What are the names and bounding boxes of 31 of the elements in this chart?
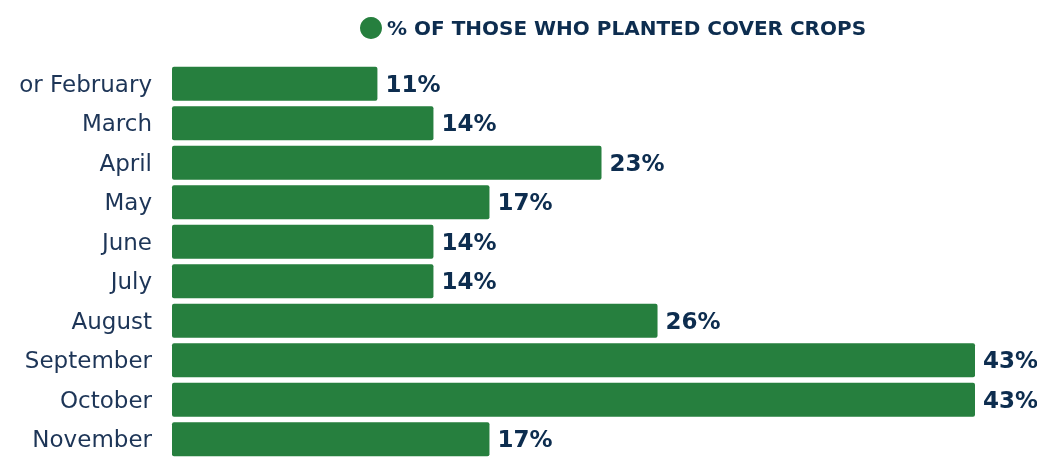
data-label: 26% <box>665 307 721 334</box>
y-tick-label: May <box>104 189 152 216</box>
bar <box>172 224 434 259</box>
data-label: 23% <box>609 149 665 176</box>
data-label: 14% <box>441 268 497 295</box>
bar <box>172 382 975 417</box>
legend-label: % OF THOSE WHO PLANTED COVER CROPS <box>387 16 867 40</box>
data-label: 17% <box>497 189 553 216</box>
bar <box>172 303 658 338</box>
bar <box>172 106 434 141</box>
y-tick-label: October <box>59 386 153 413</box>
y-tick-label: April <box>99 149 152 176</box>
data-label: 14% <box>441 110 497 137</box>
y-tick-label: July <box>108 268 152 295</box>
bar <box>172 145 602 180</box>
bar <box>172 343 975 378</box>
y-tick-label: August <box>71 307 152 334</box>
bar <box>172 185 490 220</box>
y-tick-label: or February <box>19 70 152 97</box>
bar <box>172 66 378 101</box>
data-label: 11% <box>385 70 441 97</box>
y-tick-label: November <box>32 426 153 453</box>
data-label: 14% <box>441 228 497 255</box>
y-tick-label: June <box>99 228 152 255</box>
data-label: 43% <box>983 386 1037 413</box>
data-label: 43% <box>983 347 1037 374</box>
y-tick-label: March <box>81 110 152 137</box>
bar <box>172 422 490 457</box>
bar <box>172 264 434 299</box>
data-label: 17% <box>497 426 553 453</box>
y-tick-label: September <box>24 347 153 374</box>
